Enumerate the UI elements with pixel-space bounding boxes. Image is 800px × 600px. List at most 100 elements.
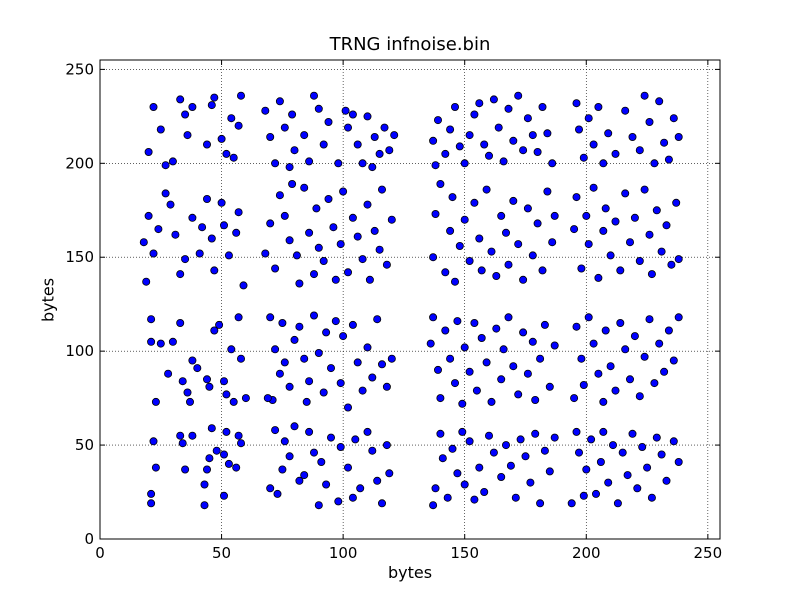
- scatter-point: [609, 441, 618, 450]
- scatter-point: [497, 211, 506, 220]
- scatter-point: [319, 256, 328, 265]
- scatter-point: [550, 433, 559, 442]
- scatter-point: [579, 153, 588, 162]
- scatter-point: [314, 348, 323, 357]
- scatter-point: [616, 318, 625, 327]
- scatter-point: [514, 240, 523, 249]
- scatter-point: [375, 245, 384, 254]
- scatter-point: [151, 463, 160, 472]
- scatter-point: [484, 431, 493, 440]
- scatter-point: [582, 465, 591, 474]
- scatter-point: [579, 491, 588, 500]
- scatter-point: [674, 255, 683, 264]
- scatter-point: [154, 225, 163, 234]
- scatter-point: [271, 159, 280, 168]
- scatter-point: [285, 163, 294, 172]
- scatter-point: [314, 243, 323, 252]
- scatter-point: [621, 189, 630, 198]
- scatter-point: [285, 382, 294, 391]
- scatter-point: [672, 198, 681, 207]
- scatter-point: [317, 457, 326, 466]
- scatter-point: [572, 99, 581, 108]
- scatter-point: [433, 365, 442, 374]
- scatter-point: [219, 450, 228, 459]
- axis-ticks: 0 50 100 150 200 250 0 50 100 150 200 250: [65, 60, 722, 562]
- scatter-point: [227, 114, 236, 123]
- scatter-point: [519, 146, 528, 155]
- scatter-point: [217, 134, 226, 143]
- plot-area-frame: [99, 59, 721, 540]
- scatter-point: [387, 354, 396, 363]
- scatter-point: [300, 131, 309, 140]
- scatter-point: [470, 495, 479, 504]
- scatter-point: [514, 390, 523, 399]
- scatter-point: [290, 335, 299, 344]
- scatter-point: [387, 215, 396, 224]
- scatter-point: [382, 260, 391, 269]
- scatter-point: [232, 228, 241, 237]
- scatter-point: [178, 377, 187, 386]
- scatter-point: [548, 159, 557, 168]
- scatter-point: [147, 337, 156, 346]
- scatter-point: [312, 204, 321, 213]
- scatter-point: [640, 352, 649, 361]
- scatter-point: [630, 213, 639, 222]
- scatter-point: [570, 225, 579, 234]
- scatter-point: [176, 318, 185, 327]
- scatter-point: [589, 183, 598, 192]
- scatter-point: [480, 140, 489, 149]
- scatter-point: [501, 228, 510, 237]
- scatter-point: [635, 146, 644, 155]
- scatter-point: [431, 484, 440, 493]
- scatter-point: [171, 230, 180, 239]
- scatter-point: [300, 183, 309, 192]
- scatter-point: [181, 255, 190, 264]
- scatter-point: [446, 354, 455, 363]
- scatter-point: [601, 204, 610, 213]
- scatter-point: [285, 452, 294, 461]
- scatter-point: [441, 149, 450, 158]
- scatter-point: [604, 478, 613, 487]
- scatter-point: [589, 339, 598, 348]
- scatter-point: [266, 132, 275, 141]
- scatter-point: [433, 116, 442, 125]
- scatter-point: [382, 382, 391, 391]
- scatter-point: [594, 273, 603, 282]
- scatter-point: [161, 161, 170, 170]
- scatter-point: [149, 103, 158, 112]
- scatter-point: [210, 326, 219, 335]
- scatter-point: [599, 159, 608, 168]
- scatter-point: [499, 345, 508, 354]
- scatter-point: [645, 230, 654, 239]
- scatter-point: [343, 123, 352, 132]
- scatter-point: [621, 106, 630, 115]
- scatter-point: [572, 427, 581, 436]
- scatter-point: [224, 251, 233, 260]
- scatter-point: [450, 379, 459, 388]
- scatter-point: [271, 264, 280, 273]
- scatter-point: [205, 454, 214, 463]
- scatter-point: [207, 424, 216, 433]
- scatter-point: [441, 268, 450, 277]
- scatter-point: [156, 125, 165, 134]
- scatter-point: [594, 103, 603, 112]
- scatter-point: [550, 341, 559, 350]
- scatter-point: [266, 313, 275, 322]
- scatter-point: [151, 397, 160, 406]
- scatter-point: [674, 132, 683, 141]
- scatter-point: [275, 191, 284, 200]
- scatter-point: [309, 91, 318, 100]
- scatter-point: [448, 444, 457, 453]
- scatter-point: [215, 320, 224, 329]
- scatter-point: [477, 333, 486, 342]
- scatter-point: [616, 266, 625, 275]
- scatter-point: [280, 437, 289, 446]
- scatter-point: [660, 367, 669, 376]
- scatter-point: [280, 358, 289, 367]
- scatter-point: [657, 247, 666, 256]
- scatter-point: [373, 476, 382, 485]
- scatter-point: [178, 439, 187, 448]
- scatter-point: [348, 110, 357, 119]
- scatter-point: [572, 322, 581, 331]
- scatter-point: [363, 343, 372, 352]
